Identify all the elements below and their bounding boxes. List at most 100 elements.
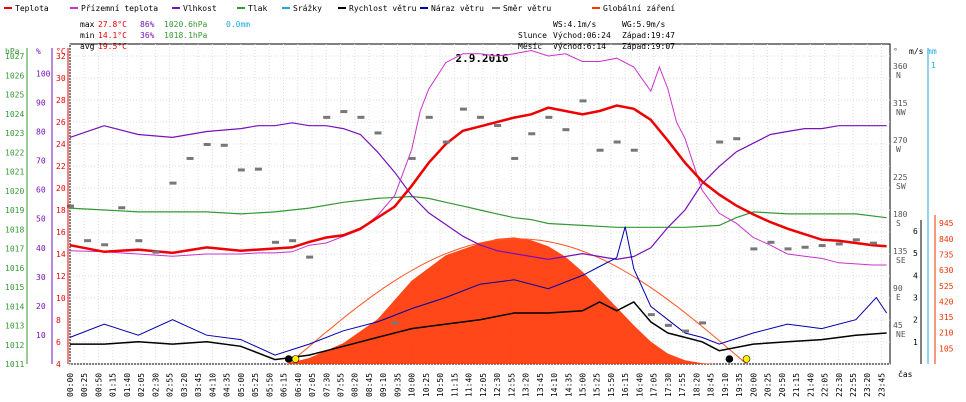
legend-label: Srážky [293, 4, 322, 13]
wind-direction-mark [220, 143, 228, 147]
x-tick-label: 19:35 [735, 373, 744, 397]
stat-max-pressure: 1020.6hPa [164, 20, 208, 29]
legend-label: Tlak [248, 4, 267, 13]
axis-tick-temperature: 12 [56, 272, 66, 281]
sun-set: Západ:19:47 [622, 31, 675, 40]
stat-avg-temp: 19.5°C [98, 42, 127, 51]
axis-tick-humidity: 40 [36, 244, 46, 253]
x-tick-label: 08:20 [351, 373, 360, 397]
axis-tick-pressure: 1024 [5, 110, 24, 119]
pressure-line [69, 195, 887, 228]
axis-tick-temperature: 10 [56, 294, 66, 303]
axis-tick-pressure: 1027 [5, 52, 24, 61]
axis-tick-pressure: 1013 [5, 322, 24, 331]
x-tick-label: 23:45 [877, 373, 886, 397]
wind-speed-avg: WS:4.1m/s [553, 20, 597, 29]
wind-direction-mark [716, 140, 724, 144]
x-tick-label: 09:10 [379, 373, 388, 397]
axis-tick-temperature: 14 [56, 250, 66, 259]
x-tick-label: 20:25 [764, 373, 773, 397]
legend-label: Globální záření [603, 4, 675, 13]
stat-max-temp: 27.8°C [98, 20, 127, 29]
axis-tick-radiation: 630 [939, 266, 954, 275]
wind-direction-mark [357, 115, 365, 119]
x-tick-label: 10:00 [408, 373, 417, 397]
wind-direction-mark [562, 128, 570, 132]
axis-unit-direction: ° [893, 47, 898, 56]
axis-tick-wind: 5 [913, 249, 918, 258]
axis-unit-wind: m/s [909, 47, 924, 56]
chart-title: 2.9.2016 [456, 52, 509, 65]
axis-unit-humidity: % [36, 47, 41, 56]
x-tick-label: 13:20 [522, 373, 531, 397]
x-tick-label: 15:00 [579, 373, 588, 397]
axis-tick-direction: 360 [893, 62, 908, 71]
axis-tick-temperature: 6 [56, 338, 61, 347]
wind-direction-mark [596, 148, 604, 152]
axis-tick-humidity: 10 [36, 331, 46, 340]
wind-direction-mark [613, 140, 621, 144]
axis-tick-direction: 270 [893, 136, 908, 145]
axis-tick-pressure: 1012 [5, 341, 24, 350]
axis-tick-pressure: 1021 [5, 168, 24, 177]
axis-tick-temperature: 30 [56, 74, 66, 83]
axis-unit-pressure: hPa [5, 47, 20, 56]
axis-tick-wind: 2 [913, 316, 918, 325]
axis-tick-temperature: 32 [56, 52, 66, 61]
wind-direction-mark [254, 167, 262, 171]
axis-tick-pressure: 1019 [5, 206, 24, 215]
x-tick-label: 03:45 [194, 373, 203, 397]
x-tick-label: 14:10 [550, 373, 559, 397]
x-tick-label: 18:20 [692, 373, 701, 397]
wind-direction-mark [289, 239, 297, 243]
axis-tick-temperature: 22 [56, 162, 66, 171]
wind-direction-mark [67, 204, 74, 208]
radiation-max-curve [288, 238, 747, 365]
x-tick-label: 03:20 [180, 373, 189, 397]
legend-label: Vlhkost [183, 4, 217, 13]
grid [69, 43, 891, 365]
stat-avg-label: avg [80, 42, 95, 51]
series-lines [67, 49, 888, 363]
axis-tick-pressure: 1015 [5, 283, 24, 292]
axis-tick-humidity: 20 [36, 302, 46, 311]
moon-label: Měsíc [518, 42, 542, 51]
x-tick-label: 15:25 [593, 373, 602, 397]
wind-direction-mark [545, 115, 553, 119]
x-tick-label: 13:45 [536, 373, 545, 397]
sun-moon-marker [284, 355, 293, 363]
axis-tick-pressure: 1011 [5, 360, 24, 369]
axis-tick-radiation: 420 [939, 297, 954, 306]
axis-tick-direction: 225 [893, 173, 908, 182]
axis-tick-wind: 3 [913, 294, 918, 303]
axis-tick-direction-name: W [896, 145, 901, 154]
x-tick-label: 08:45 [365, 373, 374, 397]
x-tick-label: 17:05 [650, 373, 659, 397]
x-tick-label: 05:00 [237, 373, 246, 397]
x-tick-label: 12:55 [507, 373, 516, 397]
axis-tick-temperature: 4 [56, 360, 61, 369]
sun-moon-marker [742, 355, 751, 363]
stat-min-temp: 14.1°C [98, 31, 127, 40]
sun-moon-marker [725, 355, 734, 363]
x-tick-label: 17:55 [678, 373, 687, 397]
axis-tick-radiation: 525 [939, 282, 954, 291]
x-tick-label: 10:50 [436, 373, 445, 397]
axis-tick-direction: 180 [893, 210, 908, 219]
ground-temp-line [69, 49, 887, 266]
axis-tick-pressure: 1017 [5, 245, 24, 254]
axes: hPa1027102610251024102310221021102010191… [5, 47, 954, 397]
axis-tick-humidity: 30 [36, 273, 46, 282]
axis-tick-humidity: 50 [36, 215, 46, 224]
x-tick-label: 01:40 [123, 373, 132, 397]
x-tick-label: 12:05 [479, 373, 488, 397]
x-tick-label: 15:50 [607, 373, 616, 397]
wind-speed-line [70, 301, 887, 361]
temperature-line [69, 104, 887, 255]
wind-direction-mark [477, 115, 484, 119]
x-tick-label: 10:25 [422, 373, 431, 397]
x-tick-label: 00:00 [66, 373, 75, 397]
wind-direction-mark [135, 239, 143, 243]
wind-direction-mark [186, 156, 194, 160]
